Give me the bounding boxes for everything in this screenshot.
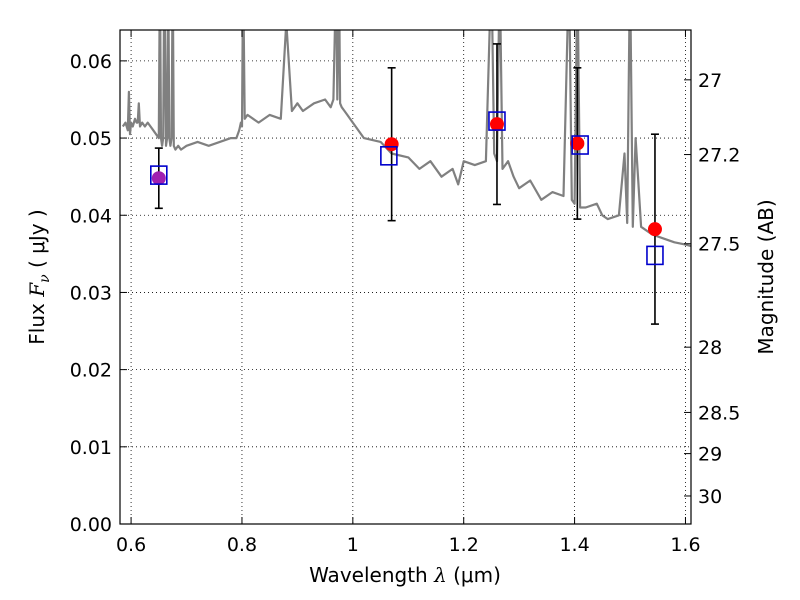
y2-axis-label: Magnitude (AB) (754, 199, 778, 354)
model-point (646, 245, 664, 266)
y-tick-label: 0.05 (70, 128, 112, 150)
y2-tick-label: 29 (698, 444, 722, 466)
x-tick-label: 1.4 (559, 534, 589, 556)
y-axis: 0.00 0.01 0.02 0.03 0.04 0.05 0.06 (70, 51, 127, 536)
y2-tick-label: 28 (698, 337, 722, 359)
plot-area (121, 30, 691, 325)
y-tick-label: 0.01 (70, 437, 112, 459)
observed-point (384, 137, 399, 152)
y2-tick-label: 27.2 (698, 145, 740, 167)
x-tick-label: 0.6 (116, 534, 146, 556)
observed-point (570, 136, 585, 151)
x-axis-label: Wavelength λ (μm) (309, 563, 501, 587)
model-point (150, 165, 168, 185)
model-spectrum-layer (121, 30, 691, 248)
y-axis-label: Flux Fν ( μJy ) (25, 209, 53, 344)
y2-tick-label: 28.5 (698, 402, 740, 424)
y-tick-label: 0.06 (70, 51, 112, 73)
plot-frame (119, 29, 692, 525)
x-tick-label: 0.8 (227, 534, 257, 556)
y-tick-label: 0.03 (70, 282, 112, 304)
observed-points-layer (151, 117, 662, 237)
y-tick-label: 0.04 (70, 205, 112, 227)
model-point (488, 111, 506, 131)
observed-point (489, 117, 504, 132)
model-point (571, 135, 589, 155)
y2-axis: 27 27.2 27.5 28 28.5 29 30 (684, 70, 740, 508)
y2-tick-label: 27 (698, 70, 722, 92)
x-tick-label: 1.6 (670, 534, 700, 556)
model-point (380, 146, 398, 166)
y2-tick-label: 30 (698, 486, 722, 508)
observed-point (647, 222, 662, 237)
model-spectrum-line (121, 30, 691, 248)
observed-point (151, 171, 166, 186)
y2-tick-label: 27.5 (698, 234, 740, 256)
x-axis: 0.6 0.8 1 1.2 1.4 1.6 (116, 30, 701, 556)
x-tick-label: 1.2 (449, 534, 479, 556)
x-tick-label: 1 (347, 534, 359, 556)
y-tick-label: 0.00 (70, 514, 112, 536)
model-points-layer (150, 111, 664, 266)
y-tick-label: 0.02 (70, 360, 112, 382)
